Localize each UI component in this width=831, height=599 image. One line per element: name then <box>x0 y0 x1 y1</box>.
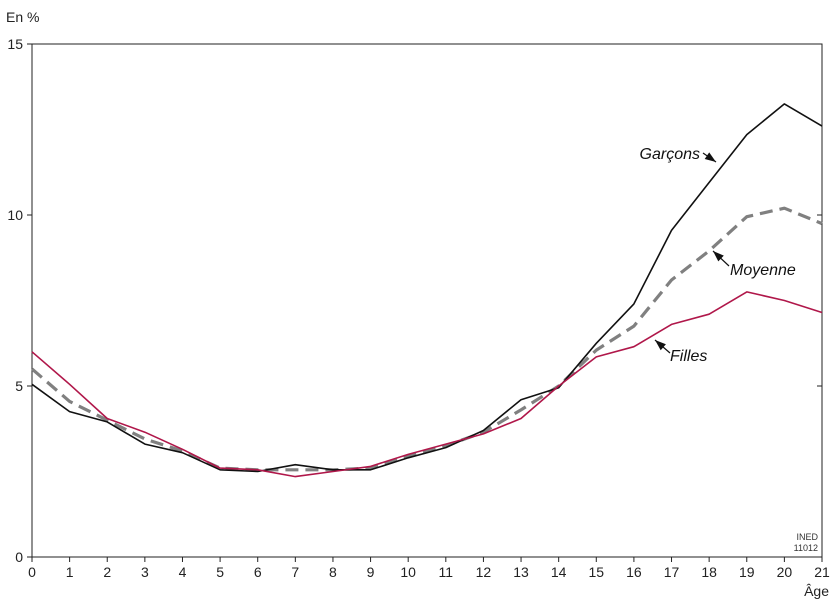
x-tick-label: 20 <box>777 564 793 580</box>
x-tick-label: 15 <box>588 564 604 580</box>
y-tick-label: 10 <box>7 207 23 223</box>
x-axis-title: Âge <box>804 583 829 599</box>
plot-frame <box>31 43 823 558</box>
y-tick-label: 0 <box>15 549 23 565</box>
series-line-moyenne <box>30 206 823 472</box>
series-label-moyenne: Moyenne <box>730 262 796 279</box>
x-tick-label: 5 <box>216 564 224 580</box>
pointer-arrowhead-filles <box>655 340 666 351</box>
pointer-arrowhead-moyenne <box>713 251 724 262</box>
series-label-filles: Filles <box>670 348 707 365</box>
pointer-arrowhead-garons <box>704 152 716 162</box>
x-tick-label: 6 <box>254 564 262 580</box>
x-tick-label: 18 <box>701 564 717 580</box>
series-label-garons: Garçons <box>640 146 700 163</box>
y-tick-label: 5 <box>15 378 23 394</box>
x-tick-label: 14 <box>551 564 567 580</box>
x-tick-label: 1 <box>66 564 74 580</box>
x-tick-label: 3 <box>141 564 149 580</box>
x-tick-label: 4 <box>179 564 187 580</box>
x-tick-label: 2 <box>103 564 111 580</box>
x-tick-label: 16 <box>626 564 642 580</box>
x-tick-label: 21 <box>814 564 830 580</box>
series-line-garons <box>31 103 823 473</box>
x-tick-label: 13 <box>513 564 529 580</box>
x-tick-label: 12 <box>476 564 492 580</box>
x-tick-label: 7 <box>291 564 299 580</box>
credit-line-2: 11012 <box>794 543 818 553</box>
x-tick-label: 8 <box>329 564 337 580</box>
x-tick-label: 17 <box>664 564 680 580</box>
x-tick-label: 0 <box>28 564 36 580</box>
series-line-filles <box>31 291 823 478</box>
x-tick-label: 10 <box>400 564 416 580</box>
x-tick-label: 11 <box>439 564 454 580</box>
x-tick-label: 19 <box>739 564 755 580</box>
x-tick-label: 9 <box>367 564 375 580</box>
series-annotations: Garçons Moyenne Filles <box>640 146 796 365</box>
series-lines <box>30 103 823 478</box>
y-tick-label: 15 <box>7 36 23 52</box>
y-axis-title: En % <box>6 9 39 25</box>
credit-line-1: INED <box>796 532 818 542</box>
